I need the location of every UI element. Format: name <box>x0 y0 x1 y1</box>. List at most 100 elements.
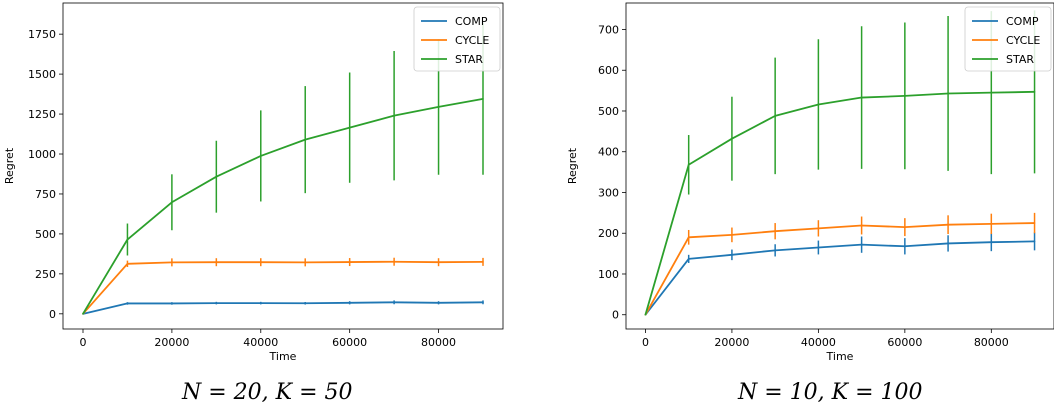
data-point <box>393 114 395 117</box>
legend-label: CYCLE <box>455 34 489 47</box>
data-point <box>304 302 307 305</box>
series-star <box>82 22 484 315</box>
legend-label: STAR <box>1006 53 1034 66</box>
series-line <box>82 97 484 315</box>
x-axis-label: Time <box>269 350 297 363</box>
series-comp <box>82 300 484 315</box>
data-point <box>259 302 262 304</box>
caption-left: N = 20, K = 50 <box>182 380 353 405</box>
y-tick-label: 250 <box>35 268 56 281</box>
chart-panel-right: 0 20000 40000 60000 80000 0 100 200 300 400 500 600… <box>566 2 1054 363</box>
data-point <box>731 254 733 256</box>
data-point <box>860 243 863 246</box>
data-point <box>393 301 395 304</box>
series-comp <box>644 232 1036 316</box>
series-cycle <box>644 212 1036 316</box>
data-point <box>731 234 733 236</box>
data-point <box>215 175 218 178</box>
data-point <box>259 155 262 157</box>
legend-label: COMP <box>1006 15 1039 28</box>
legend-box <box>413 6 501 72</box>
data-point <box>482 301 484 304</box>
y-tick-label: 500 <box>35 228 56 241</box>
data-point <box>990 223 993 225</box>
plot-area <box>82 22 484 315</box>
x-tick-label: 20000 <box>154 336 189 349</box>
x-tick-label: 60000 <box>332 336 367 349</box>
y-tick-label: 750 <box>35 188 56 201</box>
x-axis-label: Time <box>826 350 854 363</box>
series-line <box>644 240 1035 316</box>
x-tick-label: 60000 <box>887 336 922 349</box>
data-point <box>393 260 395 263</box>
data-point <box>215 302 218 304</box>
data-point <box>215 261 218 264</box>
y-tick-label: 600 <box>598 64 619 77</box>
data-point <box>171 201 173 204</box>
x-tick-label: 0 <box>642 336 649 349</box>
data-point <box>731 137 733 140</box>
data-point <box>947 242 949 245</box>
data-point <box>860 96 863 99</box>
data-point <box>687 236 690 239</box>
y-tick-label: 100 <box>598 268 619 281</box>
data-point <box>171 261 173 264</box>
y-tick-label: 0 <box>612 309 619 322</box>
data-point <box>437 301 440 304</box>
series-line <box>644 222 1035 316</box>
y-tick-label: 500 <box>598 105 619 118</box>
legend-label: COMP <box>455 15 488 28</box>
data-point <box>904 226 906 228</box>
x-tick-label: 0 <box>80 336 87 349</box>
x-tick-label: 40000 <box>801 336 836 349</box>
y-tick-label: 200 <box>598 227 619 240</box>
y-tick-label: 1250 <box>28 108 56 121</box>
chart-panel-left: 0 20000 40000 60000 80000 0 250 500 750 1000 1250 1… <box>3 2 504 363</box>
x-tick-label: 20000 <box>714 336 749 349</box>
data-point <box>947 92 949 95</box>
data-point <box>304 138 307 141</box>
data-point <box>990 241 993 244</box>
data-point <box>482 98 484 100</box>
plot-frame <box>625 2 1054 330</box>
data-point <box>687 258 690 260</box>
y-tick-label: 1750 <box>28 28 56 41</box>
x-tick-label: 80000 <box>421 336 456 349</box>
data-point <box>990 91 993 94</box>
data-point <box>126 263 129 265</box>
data-point <box>126 302 129 305</box>
y-tick-label: 1500 <box>28 68 56 81</box>
series-cycle <box>82 257 484 315</box>
caption-right: N = 10, K = 100 <box>738 380 923 405</box>
data-point <box>1033 240 1036 243</box>
y-axis-label: Regret <box>3 147 16 184</box>
y-axis-label: Regret <box>566 147 579 184</box>
y-tick-label: 1000 <box>28 148 56 161</box>
x-tick-label: 40000 <box>243 336 278 349</box>
plot-frame <box>62 2 504 330</box>
data-point <box>644 313 647 316</box>
legend-box <box>964 6 1052 72</box>
data-point <box>860 224 863 227</box>
data-point <box>482 261 484 263</box>
y-tick-label: 300 <box>598 186 619 199</box>
x-tick-label: 80000 <box>974 336 1009 349</box>
data-point <box>687 163 690 166</box>
series-line <box>644 90 1035 315</box>
data-point <box>817 103 820 106</box>
data-point <box>126 238 129 241</box>
y-tick-label: 700 <box>598 23 619 36</box>
legend-label: STAR <box>455 53 483 66</box>
data-point <box>437 261 440 264</box>
data-point <box>904 245 906 248</box>
series-line <box>82 260 484 315</box>
data-point <box>304 261 307 264</box>
data-point <box>817 227 820 230</box>
data-point <box>348 301 351 304</box>
y-tick-label: 400 <box>598 146 619 159</box>
data-point <box>348 126 351 129</box>
data-point <box>348 261 351 263</box>
data-point <box>774 230 776 232</box>
data-point <box>1033 222 1036 224</box>
